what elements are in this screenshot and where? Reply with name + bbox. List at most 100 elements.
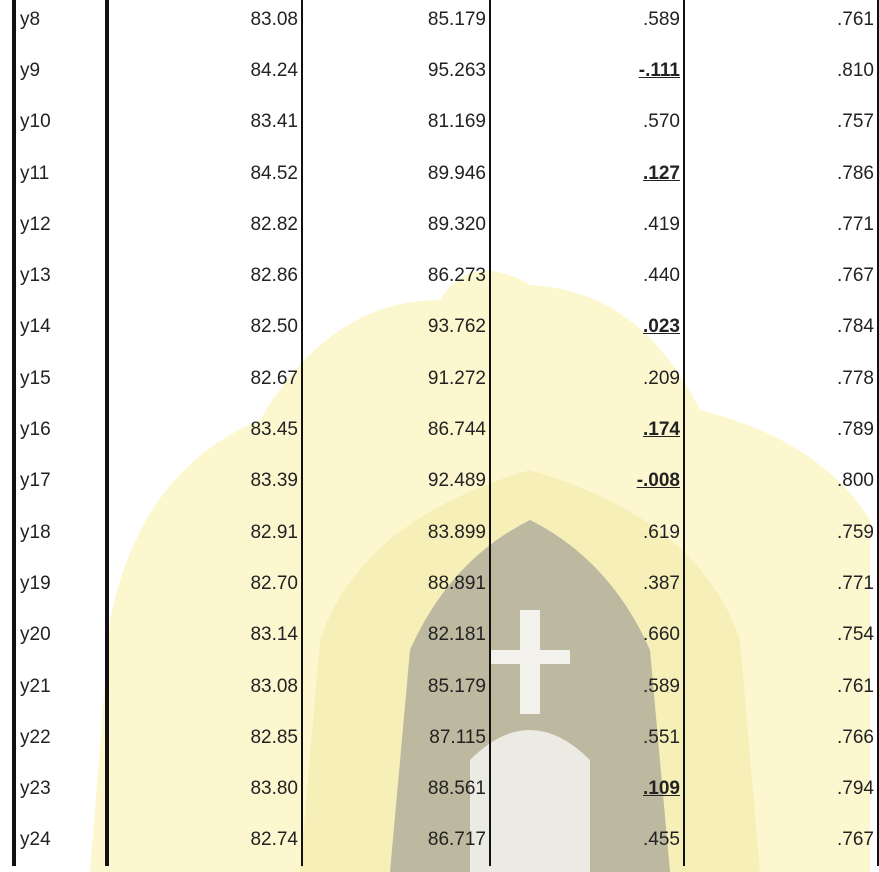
table-row: y24 82.74 86.717.455.767 bbox=[12, 814, 879, 867]
table-cell: .419 bbox=[490, 199, 685, 251]
row-label: y22 bbox=[12, 712, 109, 764]
table-cell: .754 bbox=[684, 609, 879, 661]
table-cell: 83.45 bbox=[107, 404, 303, 456]
table-cell: .619 bbox=[490, 506, 685, 559]
table-cell: 93.762 bbox=[302, 301, 491, 354]
table-cell: 83.39 bbox=[107, 455, 303, 507]
table-row: y18 82.91 83.899.619.759 bbox=[12, 506, 879, 559]
table-cell: .794 bbox=[684, 763, 879, 815]
table-cell: 86.744 bbox=[302, 404, 491, 456]
table-cell: 89.946 bbox=[302, 147, 491, 200]
table-cell: .761 bbox=[684, 660, 879, 713]
table-row: y17 83.39 92.489 -.008.800 bbox=[12, 455, 879, 507]
table-cell: 85.179 bbox=[302, 660, 491, 713]
table-row: y12 82.82 89.320.419.771 bbox=[12, 199, 879, 251]
row-label: y11 bbox=[12, 147, 109, 200]
row-label: y19 bbox=[12, 558, 109, 610]
item-total-table: y8 83.08 85.179.589.761 y9 84.24 95.263 -.111.… bbox=[12, 0, 879, 867]
row-label: y24 bbox=[12, 814, 109, 867]
table-cell: 83.14 bbox=[107, 609, 303, 661]
table-cell: 82.85 bbox=[107, 712, 303, 764]
row-label: y18 bbox=[12, 506, 109, 559]
table-row: y14 82.50 93.762.023.784 bbox=[12, 301, 879, 354]
table-cell: 92.489 bbox=[302, 455, 491, 507]
table-cell: 82.82 bbox=[107, 199, 303, 251]
row-label: y13 bbox=[12, 250, 109, 302]
table-cell: .761 bbox=[684, 0, 879, 46]
table-cell: 82.74 bbox=[107, 814, 303, 867]
table-row: y13 82.86 86.273.440.767 bbox=[12, 250, 879, 302]
table-row: y16 83.45 86.744.174.789 bbox=[12, 404, 879, 456]
table-cell: .771 bbox=[684, 558, 879, 610]
table-row: y9 84.24 95.263 -.111.810 bbox=[12, 45, 879, 97]
table-cell: 82.86 bbox=[107, 250, 303, 302]
row-label: y14 bbox=[12, 301, 109, 354]
table-cell: .757 bbox=[684, 96, 879, 148]
table-cell: 95.263 bbox=[302, 45, 491, 97]
row-label: y12 bbox=[12, 199, 109, 251]
row-label: y21 bbox=[12, 660, 109, 713]
table-cell: 86.717 bbox=[302, 814, 491, 867]
table-cell: 83.41 bbox=[107, 96, 303, 148]
table-row: y20 83.14 82.181.660.754 bbox=[12, 609, 879, 661]
table-cell: 87.115 bbox=[302, 712, 491, 764]
table-cell: 89.320 bbox=[302, 199, 491, 251]
table-cell: .660 bbox=[490, 609, 685, 661]
row-label: y15 bbox=[12, 353, 109, 405]
table-cell: .784 bbox=[684, 301, 879, 354]
table-row: y21 83.08 85.179.589.761 bbox=[12, 660, 879, 713]
table-cell: .570 bbox=[490, 96, 685, 148]
table-cell: 88.561 bbox=[302, 763, 491, 815]
table-cell: .589 bbox=[490, 660, 685, 713]
row-label: y8 bbox=[12, 0, 109, 46]
table-row: y10 83.41 81.169.570.757 bbox=[12, 96, 879, 148]
table-cell: .174 bbox=[490, 404, 685, 456]
table-cell: .766 bbox=[684, 712, 879, 764]
table-cell: -.008 bbox=[490, 455, 685, 507]
row-label: y9 bbox=[12, 45, 109, 97]
table-cell: 83.08 bbox=[107, 660, 303, 713]
row-label: y16 bbox=[12, 404, 109, 456]
table-cell: .778 bbox=[684, 353, 879, 405]
table-cell: 83.08 bbox=[107, 0, 303, 46]
row-label: y20 bbox=[12, 609, 109, 661]
table-row: y23 83.80 88.561.109.794 bbox=[12, 763, 879, 815]
table-cell: .800 bbox=[684, 455, 879, 507]
table-row: y22 82.85 87.115.551.766 bbox=[12, 712, 879, 764]
table-cell: .023 bbox=[490, 301, 685, 354]
table-cell: 83.899 bbox=[302, 506, 491, 559]
table-body: y8 83.08 85.179.589.761 y9 84.24 95.263 -.111.… bbox=[12, 0, 879, 867]
table-cell: .109 bbox=[490, 763, 685, 815]
table-cell: 83.80 bbox=[107, 763, 303, 815]
table-row: y8 83.08 85.179.589.761 bbox=[12, 0, 879, 46]
table-cell: .767 bbox=[684, 250, 879, 302]
table-cell: 85.179 bbox=[302, 0, 491, 46]
table-cell: .209 bbox=[490, 353, 685, 405]
table-cell: .589 bbox=[490, 0, 685, 46]
table-cell: .767 bbox=[684, 814, 879, 867]
table-cell: 82.181 bbox=[302, 609, 491, 661]
table-cell: 81.169 bbox=[302, 96, 491, 148]
table-cell: .127 bbox=[490, 147, 685, 200]
table-cell: 82.67 bbox=[107, 353, 303, 405]
table-cell: .440 bbox=[490, 250, 685, 302]
table-cell: .387 bbox=[490, 558, 685, 610]
row-label: y23 bbox=[12, 763, 109, 815]
table-cell: 91.272 bbox=[302, 353, 491, 405]
table-cell: .789 bbox=[684, 404, 879, 456]
table-cell: .786 bbox=[684, 147, 879, 200]
table-row: y11 84.52 89.946.127.786 bbox=[12, 147, 879, 200]
table-cell: 82.70 bbox=[107, 558, 303, 610]
table-cell: .771 bbox=[684, 199, 879, 251]
table-cell: 84.24 bbox=[107, 45, 303, 97]
table-cell: .759 bbox=[684, 506, 879, 559]
table-row: y19 82.70 88.891.387.771 bbox=[12, 558, 879, 610]
table-row: y15 82.67 91.272.209.778 bbox=[12, 353, 879, 405]
row-label: y17 bbox=[12, 455, 109, 507]
table-cell: 84.52 bbox=[107, 147, 303, 200]
table-cell: -.111 bbox=[490, 45, 685, 97]
table-cell: 82.91 bbox=[107, 506, 303, 559]
table-cell: .810 bbox=[684, 45, 879, 97]
table-cell: 86.273 bbox=[302, 250, 491, 302]
